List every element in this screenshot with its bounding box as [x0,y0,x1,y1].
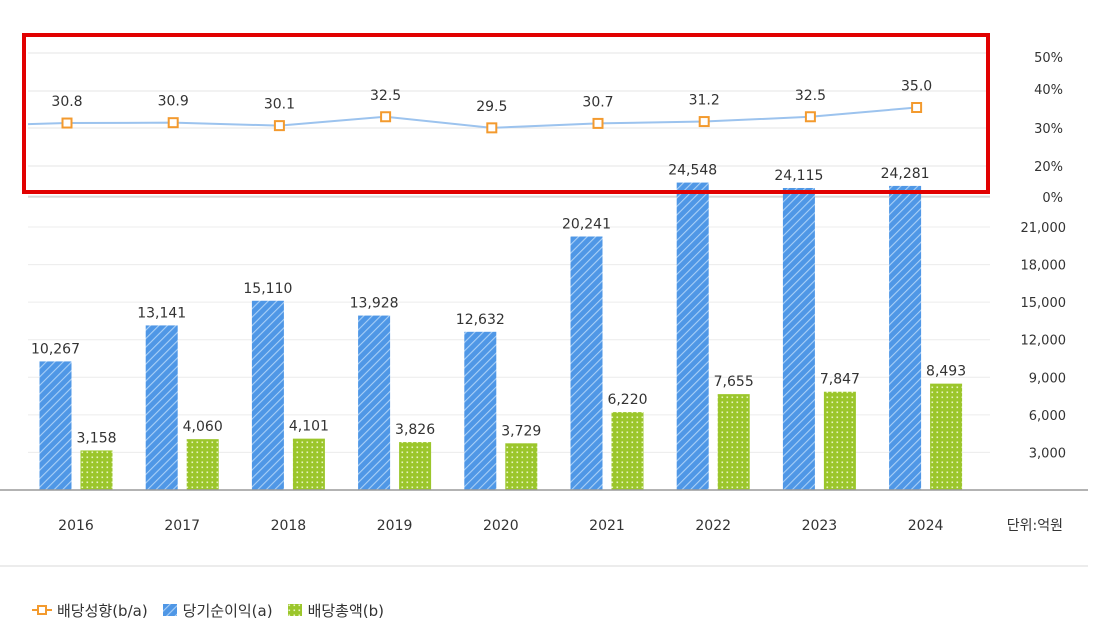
percent-axis-tick: 20% [1034,160,1063,175]
net-income-bar [464,331,497,490]
payout-ratio-label: 32.5 [370,88,401,104]
net-income-bar [782,187,815,490]
payout-ratio-marker [698,116,710,128]
legend-label-payout-ratio: 배당성향(b/a) [57,601,148,620]
net-income-label: 12,632 [456,312,505,328]
payout-ratio-marker [486,122,498,134]
payout-ratio-label: 31.2 [689,93,720,109]
payout-ratio-label: 32.5 [795,88,826,104]
payout-ratio-marker [911,102,923,113]
net-income-label: 15,110 [243,281,292,297]
highlight-box [22,33,990,194]
amount-axis-tick: 15,000 [1021,296,1067,311]
payout-ratio-marker [273,120,285,132]
dividend-bar [399,442,432,490]
dividend-label: 3,826 [395,422,435,438]
dividend-bar [717,394,750,490]
payout-ratio-marker [380,111,392,123]
net-income-bar [570,236,603,490]
dividend-label: 6,220 [607,392,647,408]
payout-ratio-marker [61,117,73,129]
net-income-bar [358,315,391,490]
net-income-label: 10,267 [31,341,80,357]
amount-axis-tick: 21,000 [1021,221,1067,236]
dividend-label: 8,493 [926,364,966,380]
percent-axis-tick: 0% [1042,191,1063,206]
legend-item-total-dividend: 배당총액(b) [287,600,384,621]
net-income-bar [39,361,72,490]
net-income-bar [251,300,284,490]
dotted-square-icon [287,604,302,616]
dividend-label: 4,101 [289,419,329,435]
payout-ratio-label: 30.9 [158,94,189,110]
dividend-label: 3,158 [76,430,116,446]
net-income-label: 24,548 [668,163,717,179]
net-income-label: 24,281 [881,166,930,182]
x-tick-label: 2018 [271,518,307,534]
legend-label-net-income: 당기순이익(a) [182,601,273,620]
payout-ratio-marker [804,111,816,123]
x-tick-label: 2019 [377,518,413,534]
legend-label-total-dividend: 배당총액(b) [307,601,385,620]
chart-legend: 배당성향(b/a) 당기순이익(a) 배당총액(b) [32,598,398,622]
x-tick-label: 2023 [802,518,838,534]
amount-axis-tick: 18,000 [1021,259,1067,274]
net-income-label: 24,115 [774,168,823,184]
net-income-label: 13,928 [350,296,399,312]
payout-ratio-label: 29.5 [476,99,507,115]
net-income-bar [889,185,922,491]
dividend-bar [292,438,325,490]
amount-axis-tick: 9,000 [1029,371,1066,386]
dividend-bar [930,383,963,490]
payout-ratio-line [27,106,917,129]
payout-ratio-label: 30.1 [264,97,295,113]
legend-item-net-income: 당기순이익(a) [162,600,273,621]
dividend-bar [80,450,113,490]
amount-axis-tick: 3,000 [1029,446,1066,461]
legend-item-payout-ratio: 배당성향(b/a) [32,600,148,621]
x-tick-label: 2016 [58,518,94,534]
dividend-label: 3,729 [501,423,541,439]
amount-axis-tick: 6,000 [1029,409,1066,424]
net-income-bar [145,325,178,490]
percent-axis-tick: 50% [1034,51,1063,66]
line-marker-icon [32,605,52,615]
dividend-bar [611,412,644,490]
dividend-bar [823,391,856,490]
dividend-label: 4,060 [183,419,223,435]
unit-label: 단위:억원 [1007,518,1063,534]
x-tick-label: 2021 [589,518,625,534]
net-income-label: 13,141 [137,305,186,321]
payout-ratio-marker [167,117,179,129]
x-tick-label: 2022 [695,518,731,534]
x-tick-label: 2020 [483,518,519,534]
x-tick-label: 2024 [908,518,944,534]
amount-axis-tick: 12,000 [1021,334,1067,349]
hatched-square-icon [162,604,177,616]
dividend-bar [505,443,538,490]
payout-ratio-marker [592,117,604,129]
percent-axis-tick: 30% [1034,122,1063,137]
payout-ratio-label: 35.0 [901,79,932,95]
net-income-bar [676,182,709,490]
dividend-label: 7,847 [820,372,860,388]
payout-ratio-label: 30.8 [51,94,82,110]
x-tick-label: 2017 [164,518,200,534]
net-income-label: 20,241 [562,217,611,233]
dividend-label: 7,655 [714,374,754,390]
payout-ratio-label: 30.7 [582,94,613,110]
dividend-bar [186,439,219,490]
percent-axis-tick: 40% [1034,83,1063,98]
